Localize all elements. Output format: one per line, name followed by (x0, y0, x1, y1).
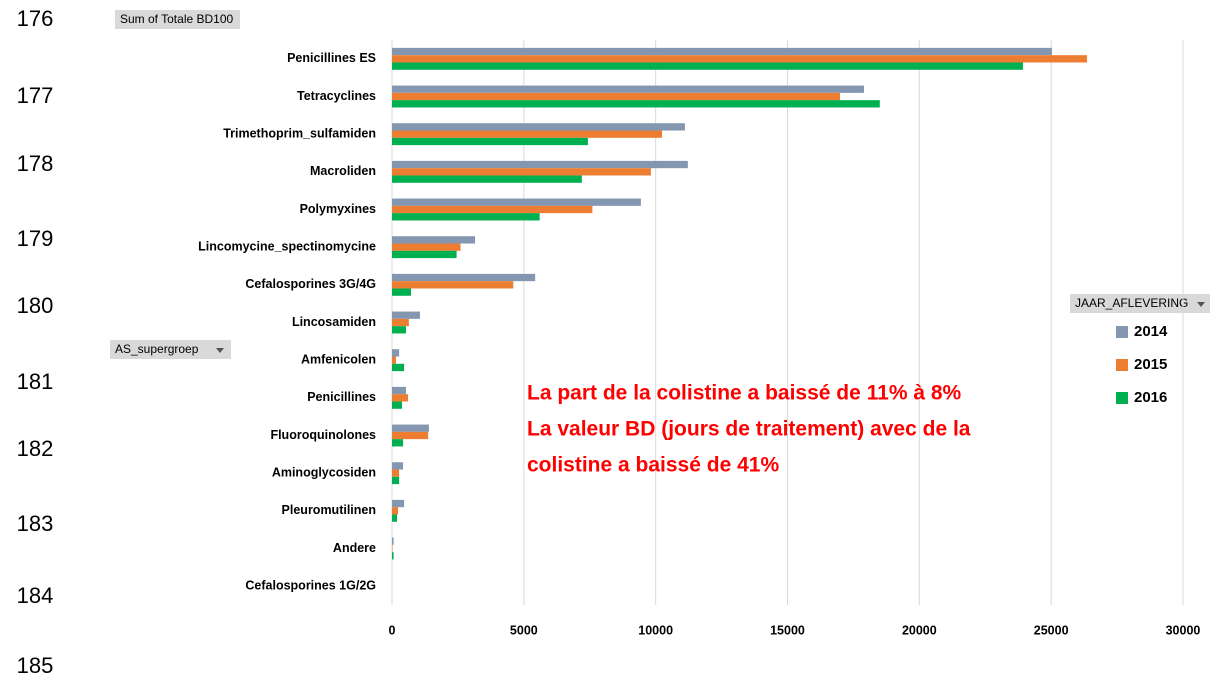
dropdown-arrow (1197, 302, 1205, 307)
row-number: 179 (17, 226, 54, 251)
y-tick-label: Penicillines ES (287, 51, 376, 65)
bar (392, 236, 476, 244)
bar (392, 160, 688, 169)
y-tick-label: Cefalosporines 1G/2G (245, 578, 376, 592)
x-tick-label: 20000 (902, 623, 937, 637)
bar (392, 311, 420, 319)
annotation: La valeur BD (jours de traitement) avec … (527, 418, 971, 441)
y-tick-label: Pleuromutilinen (282, 503, 376, 517)
bar (392, 85, 864, 93)
row-number: 181 (17, 369, 54, 394)
bar (392, 552, 394, 560)
bar (392, 424, 429, 432)
bar (392, 137, 588, 146)
field-button[interactable] (115, 10, 240, 29)
legend-field-label: JAAR_AFLEVERING (1075, 296, 1188, 310)
bar (392, 394, 409, 402)
bar (392, 401, 403, 409)
bar (392, 431, 429, 440)
x-tick-label: 5000 (510, 623, 538, 637)
y-tick-label: Lincosamiden (292, 315, 376, 329)
bar (392, 205, 593, 214)
legend-label: 2016 (1134, 389, 1167, 406)
row-number: 183 (17, 511, 54, 536)
bar (392, 326, 406, 334)
y-tick-label: Andere (333, 541, 376, 555)
row-number: 177 (17, 83, 54, 108)
bar (392, 386, 406, 395)
bar (392, 507, 399, 515)
x-tick-label: 0 (389, 623, 396, 637)
bar (392, 544, 393, 553)
axis-field-label: AS_supergroep (115, 342, 199, 356)
bar (392, 514, 398, 522)
bar (392, 62, 1023, 70)
bar (392, 213, 540, 221)
bar (392, 469, 400, 477)
dropdown-arrow (216, 348, 224, 353)
y-tick-label: Polymyxines (300, 202, 376, 216)
annotation: La part de la colistine a baissé de 11% … (527, 382, 962, 405)
y-tick-label: Lincomycine_spectinomycine (198, 239, 376, 253)
legend-swatch (1116, 326, 1128, 338)
row-number: 184 (17, 583, 54, 608)
legend-label: 2014 (1134, 323, 1168, 340)
x-tick-label: 30000 (1166, 623, 1201, 637)
y-tick-label: Fluoroquinolones (270, 428, 376, 442)
row-number: 185 (17, 653, 54, 678)
bar (392, 130, 662, 138)
y-tick-label: Amfenicolen (301, 352, 376, 366)
y-tick-label: Trimethoprim_sulfamiden (223, 126, 376, 140)
row-number: 180 (17, 293, 54, 318)
row-number: 182 (17, 436, 54, 461)
field-button[interactable] (110, 340, 231, 359)
bar (392, 356, 396, 364)
bar (392, 499, 405, 508)
bar (392, 318, 409, 327)
bar (392, 175, 582, 183)
bar (392, 55, 1088, 63)
x-tick-label: 15000 (770, 623, 805, 637)
field-button[interactable] (1070, 294, 1210, 313)
y-tick-label: Aminoglycosiden (272, 465, 376, 479)
y-tick-label: Cefalosporines 3G/4G (245, 277, 376, 291)
bar (392, 281, 514, 289)
x-tick-label: 25000 (1034, 623, 1069, 637)
bar (392, 349, 400, 357)
bar (392, 273, 536, 282)
bar (392, 439, 404, 447)
bar (392, 462, 404, 470)
bar (392, 288, 411, 296)
bar (392, 47, 1052, 56)
x-tick-label: 10000 (638, 623, 673, 637)
bar (392, 537, 394, 545)
y-tick-label: Macroliden (310, 164, 376, 178)
row-number: 178 (17, 151, 54, 176)
legend-swatch (1116, 392, 1128, 404)
bar (392, 243, 461, 251)
bar (392, 168, 651, 176)
y-tick-label: Penicillines (307, 390, 376, 404)
bar (392, 123, 685, 131)
bar (392, 92, 840, 101)
value-field-label: Sum of Totale BD100 (120, 12, 234, 26)
bar (392, 476, 400, 485)
legend-swatch (1116, 359, 1128, 371)
bar (392, 198, 641, 206)
bar (392, 363, 405, 372)
y-tick-label: Tetracyclines (297, 89, 376, 103)
bar (392, 100, 880, 108)
legend-label: 2015 (1134, 356, 1167, 373)
annotation: colistine a baissé de 41% (527, 454, 779, 477)
row-number: 176 (17, 6, 54, 31)
bar (392, 250, 457, 259)
